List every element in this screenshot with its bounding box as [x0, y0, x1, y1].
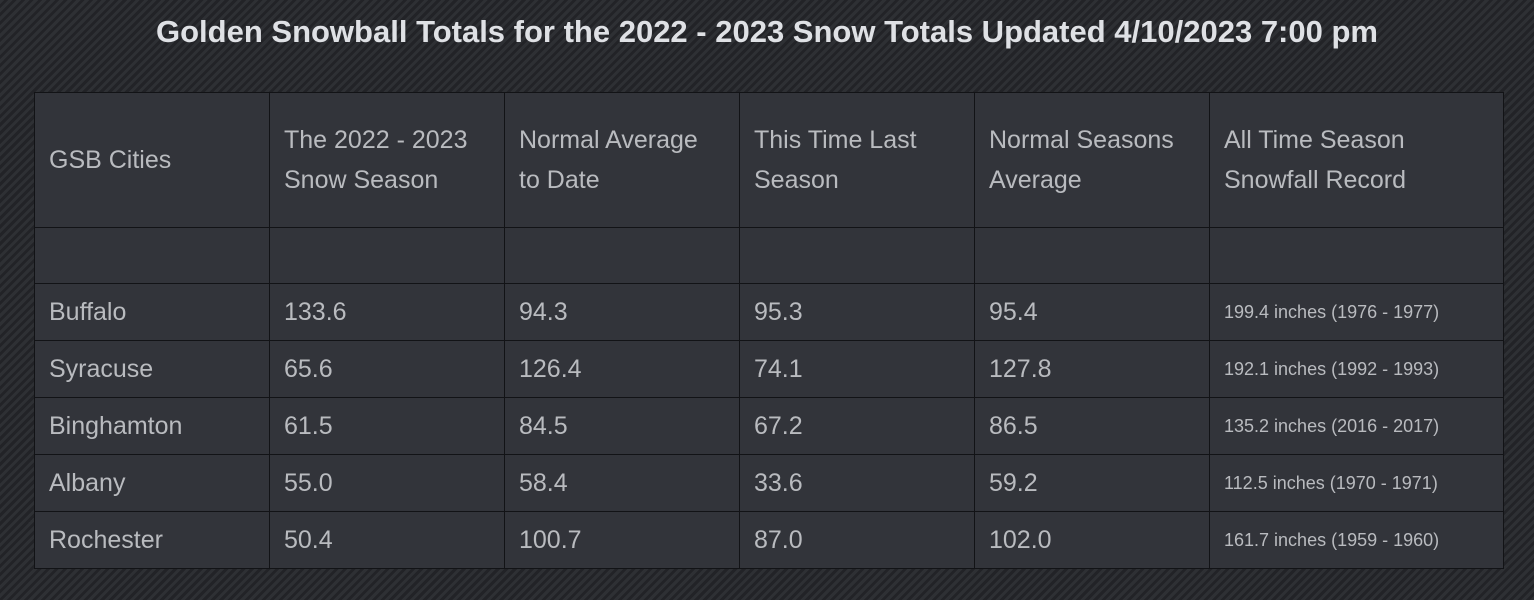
city-name: Albany: [34, 454, 270, 512]
empty-cell: [739, 227, 975, 284]
table-row: Albany 55.0 58.4 33.6 59.2 112.5 inches …: [34, 454, 1504, 512]
city-name: Buffalo: [34, 283, 270, 341]
all-time-record: 192.1 inches (1992 - 1993): [1209, 340, 1504, 398]
season-total: 55.0: [269, 454, 505, 512]
normal-to-date: 126.4: [504, 340, 740, 398]
empty-cell: [504, 227, 740, 284]
last-season: 87.0: [739, 511, 975, 569]
last-season: 33.6: [739, 454, 975, 512]
city-name: Syracuse: [34, 340, 270, 398]
season-average: 86.5: [974, 397, 1210, 455]
empty-cell: [974, 227, 1210, 284]
season-total: 133.6: [269, 283, 505, 341]
season-average: 127.8: [974, 340, 1210, 398]
header-all-time-record: All Time Season Snowfall Record: [1209, 92, 1504, 228]
header-normal-average-to-date: Normal Average to Date: [504, 92, 740, 228]
normal-to-date: 84.5: [504, 397, 740, 455]
normal-to-date: 94.3: [504, 283, 740, 341]
empty-cell: [34, 227, 270, 284]
table-row: Buffalo 133.6 94.3 95.3 95.4 199.4 inche…: [34, 283, 1504, 341]
table-row: Rochester 50.4 100.7 87.0 102.0 161.7 in…: [34, 511, 1504, 569]
table-row: Binghamton 61.5 84.5 67.2 86.5 135.2 inc…: [34, 397, 1504, 455]
all-time-record: 112.5 inches (1970 - 1971): [1209, 454, 1504, 512]
all-time-record: 161.7 inches (1959 - 1960): [1209, 511, 1504, 569]
snowfall-table: GSB Cities The 2022 - 2023 Snow Season N…: [34, 92, 1504, 569]
season-total: 50.4: [269, 511, 505, 569]
city-name: Rochester: [34, 511, 270, 569]
page-title: Golden Snowball Totals for the 2022 - 20…: [156, 14, 1378, 49]
last-season: 67.2: [739, 397, 975, 455]
season-total: 65.6: [269, 340, 505, 398]
last-season: 95.3: [739, 283, 975, 341]
all-time-record: 135.2 inches (2016 - 2017): [1209, 397, 1504, 455]
header-normal-seasons-average: Normal Seasons Average: [974, 92, 1210, 228]
normal-to-date: 58.4: [504, 454, 740, 512]
header-gsb-cities: GSB Cities: [34, 92, 270, 228]
empty-cell: [269, 227, 505, 284]
all-time-record: 199.4 inches (1976 - 1977): [1209, 283, 1504, 341]
last-season: 74.1: [739, 340, 975, 398]
table-row: Syracuse 65.6 126.4 74.1 127.8 192.1 inc…: [34, 340, 1504, 398]
empty-row: [34, 227, 1504, 284]
header-current-season: The 2022 - 2023 Snow Season: [269, 92, 505, 228]
header-this-time-last-season: This Time Last Season: [739, 92, 975, 228]
normal-to-date: 100.7: [504, 511, 740, 569]
season-average: 95.4: [974, 283, 1210, 341]
empty-cell: [1209, 227, 1504, 284]
season-average: 59.2: [974, 454, 1210, 512]
city-name: Binghamton: [34, 397, 270, 455]
season-total: 61.5: [269, 397, 505, 455]
season-average: 102.0: [974, 511, 1210, 569]
table-header-row: GSB Cities The 2022 - 2023 Snow Season N…: [34, 92, 1504, 228]
